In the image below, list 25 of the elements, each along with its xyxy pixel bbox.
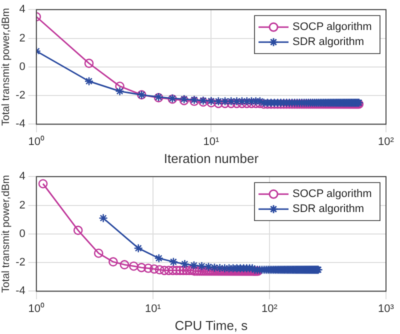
y-tick-label: 2 <box>19 32 26 44</box>
x-axis-title: CPU Time, s <box>174 318 248 333</box>
y-tick-label: 4 <box>19 170 26 183</box>
y-tick-label: 4 <box>19 4 26 16</box>
y-tick-label: 0 <box>19 228 26 240</box>
legend-label: SOCP algorithm <box>292 188 372 200</box>
y-axis-title: Total transmit power,dBm <box>0 8 12 126</box>
x-axis-title: Iteration number <box>164 150 260 166</box>
legend-label: SOCP algorithm <box>292 21 372 34</box>
y-tick-label: 0 <box>19 60 26 73</box>
y-tick-label: -4 <box>16 118 26 130</box>
legend-label: SDR algorithm <box>292 36 364 48</box>
y-axis-title: Total transmit power,dBm <box>0 174 12 293</box>
x-tick-label: 10² <box>378 136 394 148</box>
x-tick-label: 10¹ <box>144 302 162 315</box>
x-tick-label: 10² <box>262 302 278 315</box>
y-tick-label: -2 <box>16 90 26 102</box>
y-tick-label: -4 <box>16 285 26 298</box>
x-tick-label: 10³ <box>378 302 394 315</box>
y-tick-label: 2 <box>19 199 26 212</box>
x-tick-label: 10⁰ <box>28 302 45 315</box>
x-tick-label: 10⁰ <box>28 134 45 148</box>
x-tick-label: 10¹ <box>203 136 220 148</box>
legend-label: SDR algorithm <box>292 203 364 216</box>
y-tick-label: -2 <box>16 256 26 269</box>
